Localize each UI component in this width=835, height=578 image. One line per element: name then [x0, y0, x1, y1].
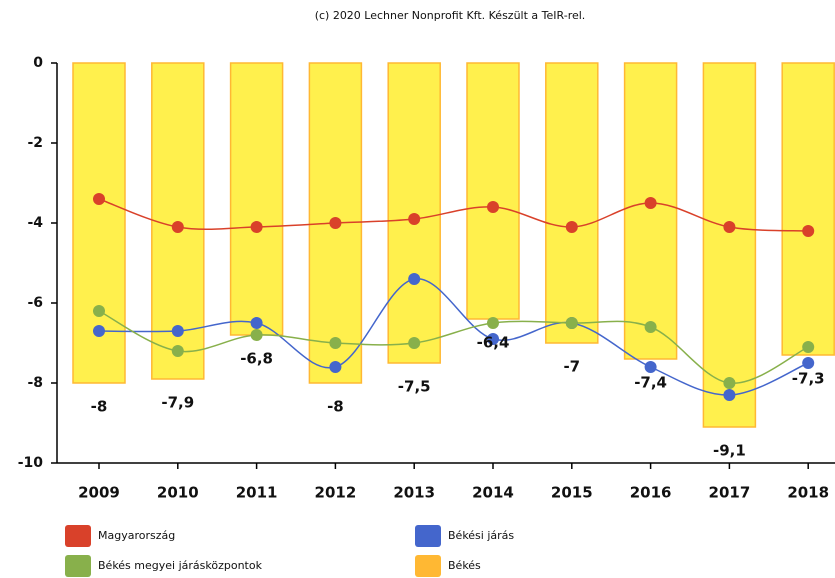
y-tick-label: 0 [33, 55, 43, 71]
point [171, 325, 184, 337]
bar [545, 62, 599, 344]
point [723, 377, 736, 389]
data-label: -8 [91, 398, 108, 416]
x-tick-label: 2010 [157, 484, 199, 502]
point [171, 221, 184, 233]
point [565, 317, 578, 329]
legend-swatch [415, 555, 441, 577]
chart-title: (c) 2020 Lechner Nonprofit Kft. Készült … [315, 9, 586, 22]
data-label: -8 [327, 398, 344, 416]
point [408, 273, 421, 285]
point [802, 357, 815, 369]
bar [466, 62, 520, 320]
data-label: -7,9 [161, 394, 194, 412]
x-tick-label: 2013 [393, 484, 435, 502]
point [250, 329, 263, 341]
point [93, 325, 105, 337]
line [98, 310, 809, 384]
x-tick-label: 2018 [787, 484, 829, 502]
x-tick-label: 2014 [472, 484, 514, 502]
point [723, 389, 736, 401]
data-label: -7 [563, 358, 580, 376]
legend-swatch [65, 555, 91, 577]
x-tick-label: 2016 [630, 484, 672, 502]
point [250, 221, 263, 233]
point [802, 225, 815, 237]
point [329, 217, 342, 229]
y-tick-label: -4 [27, 215, 43, 231]
legend-swatch [415, 525, 441, 547]
point [487, 201, 499, 213]
bar [781, 62, 835, 356]
x-tick-label: 2011 [236, 484, 278, 502]
legend-label: Békés [448, 559, 481, 572]
point [802, 341, 815, 353]
point [644, 321, 657, 333]
legend-label: Békés megyei járásközpontok [98, 559, 263, 572]
point [93, 193, 105, 205]
data-label: -7,5 [398, 378, 431, 396]
point [408, 213, 421, 225]
point [329, 337, 342, 349]
y-tick-label: -2 [27, 135, 43, 151]
data-label: -6,4 [477, 334, 510, 352]
y-tick-label: -10 [18, 455, 44, 471]
legend-label: Békési járás [448, 529, 514, 542]
point [565, 221, 578, 233]
x-tick-label: 2015 [551, 484, 593, 502]
y-tick-label: -6 [27, 295, 43, 311]
data-label: -7,3 [792, 370, 825, 388]
line [98, 278, 809, 396]
data-label: -6,8 [240, 350, 273, 368]
point [93, 305, 105, 317]
point [723, 221, 736, 233]
point [329, 361, 342, 373]
bar [229, 62, 284, 336]
bar [702, 62, 757, 428]
y-tick-label: -8 [27, 375, 43, 391]
x-tick-label: 2017 [709, 484, 751, 502]
point [408, 337, 421, 349]
point [171, 345, 184, 357]
legend-swatch [65, 525, 91, 547]
line [98, 198, 809, 232]
point [487, 333, 499, 345]
data-label: -9,1 [713, 442, 746, 460]
point [644, 197, 657, 209]
point [250, 317, 263, 329]
legend-label: Magyarország [98, 529, 175, 542]
x-tick-label: 2009 [78, 484, 120, 502]
point [644, 361, 657, 373]
bar [623, 62, 678, 360]
x-tick-label: 2012 [315, 484, 357, 502]
point [487, 317, 499, 329]
data-label: -7,4 [634, 374, 667, 392]
